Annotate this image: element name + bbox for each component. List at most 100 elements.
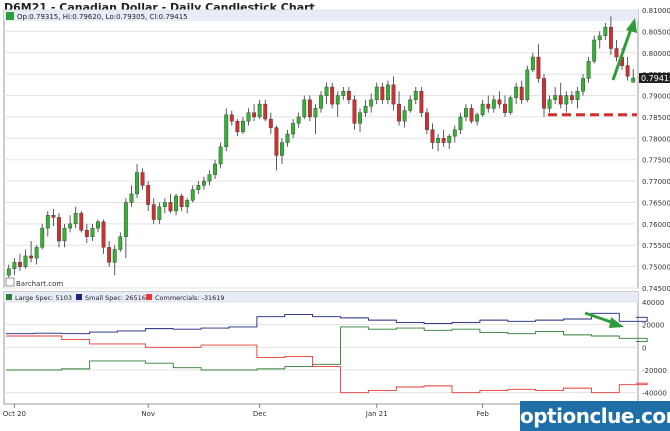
candle-body-up xyxy=(319,95,323,109)
candle-body-down xyxy=(179,195,184,207)
candle-body-down xyxy=(346,91,351,101)
candle xyxy=(252,104,257,122)
candle xyxy=(296,112,301,128)
candle xyxy=(201,176,206,190)
candle-body-up xyxy=(135,172,139,195)
candle xyxy=(363,99,368,117)
candle xyxy=(569,91,574,105)
candle-body-down xyxy=(79,212,84,231)
cot-series-line-0 xyxy=(6,312,648,335)
candle-body-up xyxy=(241,120,245,133)
x-tick-label: Oct 20 xyxy=(3,410,26,418)
legend-label: Small Spec: 26516 xyxy=(85,294,146,302)
candle-body-down xyxy=(503,103,507,113)
cot-series xyxy=(6,312,648,394)
candle-body-down xyxy=(168,202,173,212)
candle xyxy=(380,82,385,105)
candle xyxy=(23,249,28,269)
cot-tick-label: -40000 xyxy=(642,390,667,398)
cot-series-line-1 xyxy=(6,326,648,371)
candle xyxy=(346,86,351,105)
candle xyxy=(581,74,585,96)
candle-body-up xyxy=(575,91,580,101)
candle-body-down xyxy=(352,99,357,124)
candle-body-up xyxy=(631,77,636,83)
candle-body-up xyxy=(257,103,262,118)
candle xyxy=(330,82,335,109)
price-gridlines xyxy=(4,9,638,289)
x-tick-label: Feb xyxy=(476,410,489,418)
candle-body-up xyxy=(157,206,162,220)
candle xyxy=(631,69,636,83)
candle-body-up xyxy=(447,135,452,143)
candle xyxy=(90,223,95,241)
candle xyxy=(18,253,22,271)
candle xyxy=(436,134,441,152)
candle-body-up xyxy=(464,108,468,118)
candle-body-down xyxy=(268,118,273,128)
price-tick-label: 0.80500 xyxy=(642,28,670,36)
candle xyxy=(257,99,262,120)
candle xyxy=(263,99,268,122)
candle xyxy=(508,95,513,115)
price-badge: 0.79415 xyxy=(639,73,670,84)
candle-body-up xyxy=(597,35,602,41)
candle xyxy=(235,119,240,137)
candle-body-up xyxy=(201,180,206,186)
candle xyxy=(224,108,229,152)
candle-body-down xyxy=(425,112,429,130)
candle-body-up xyxy=(530,56,535,71)
candle-body-up xyxy=(296,116,301,124)
candle-body-up xyxy=(174,195,178,212)
candle xyxy=(558,82,563,109)
candle-body-up xyxy=(118,236,123,250)
candle xyxy=(413,86,418,105)
candle-body-down xyxy=(107,247,112,263)
price-tick-label: 0.78000 xyxy=(642,135,670,143)
candle-body-up xyxy=(475,114,480,122)
candle xyxy=(302,95,307,120)
candle xyxy=(352,95,357,130)
candle-body-up xyxy=(358,112,362,124)
candle-body-up xyxy=(458,116,463,130)
candle-body-down xyxy=(307,99,312,118)
candle-body-down xyxy=(558,95,563,105)
barchart-logo: Barchart.com xyxy=(5,277,63,288)
candle xyxy=(179,193,184,212)
candle-body-up xyxy=(280,142,284,156)
candle xyxy=(536,44,541,83)
candle-body-up xyxy=(62,227,67,242)
candle-body-down xyxy=(441,138,446,143)
price-tick-label: 0.76500 xyxy=(642,199,670,207)
candle xyxy=(123,198,128,259)
candle-body-up xyxy=(581,78,585,92)
candle-body-up xyxy=(514,86,519,98)
candle xyxy=(341,86,346,100)
candle-body-up xyxy=(218,146,223,165)
candle-body-up xyxy=(34,247,39,259)
candle xyxy=(45,211,50,237)
candle-body-up xyxy=(190,189,195,201)
candle-body-up xyxy=(285,133,290,143)
candle xyxy=(503,95,507,117)
candle xyxy=(129,185,134,207)
candle xyxy=(229,110,234,126)
price-tick-label: 0.74500 xyxy=(642,285,670,293)
cot-tick-label: 0 xyxy=(642,344,646,352)
candle-body-up xyxy=(185,200,190,207)
candle xyxy=(291,119,296,139)
candle xyxy=(185,198,190,214)
candle xyxy=(430,123,435,149)
candle xyxy=(441,129,446,147)
legend-swatch xyxy=(76,294,82,300)
candle-body-up xyxy=(547,99,552,109)
cot-gridlines xyxy=(4,301,638,394)
candle xyxy=(425,108,429,135)
cot-panel: 40000 20000 0 -20000 -40000 Large Spec: 5103… xyxy=(3,291,667,405)
legend-item: Small Spec: 26516 xyxy=(76,294,146,302)
x-tick-label: Dec xyxy=(253,410,267,418)
candle xyxy=(307,95,312,122)
cot-tick-label: -20000 xyxy=(642,367,667,375)
candle-body-up xyxy=(123,202,128,237)
